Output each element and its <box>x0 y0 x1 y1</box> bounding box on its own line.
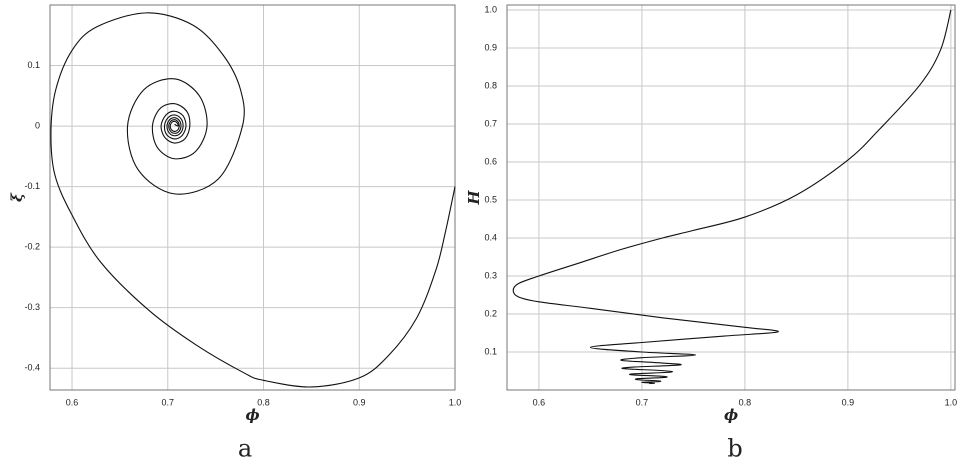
plot-frame <box>506 4 956 391</box>
y-tick-label: 0.2 <box>484 308 497 318</box>
data-line <box>512 9 952 385</box>
y-axis-label: ξ <box>8 192 26 202</box>
x-axis-label: ϕ <box>724 406 738 424</box>
x-tick-label: 0.8 <box>739 397 752 407</box>
x-tick-label: 1.0 <box>449 397 462 407</box>
y-tick-label: 0.1 <box>484 346 497 356</box>
y-tick-label: -0.3 <box>24 302 40 312</box>
x-tick-label: 0.9 <box>842 397 855 407</box>
x-tick-label: 0.6 <box>533 397 546 407</box>
y-tick-label: 1.0 <box>484 4 497 14</box>
y-tick-label: 0.4 <box>484 232 497 242</box>
x-tick-label: 0.7 <box>162 397 175 407</box>
x-tick-label: 0.9 <box>353 397 366 407</box>
x-tick-label: 0.8 <box>257 397 270 407</box>
x-tick-label: 0.7 <box>636 397 649 407</box>
x-tick-label: 0.6 <box>66 397 79 407</box>
y-tick-label: -0.1 <box>24 181 40 191</box>
y-tick-label: 0.7 <box>484 118 497 128</box>
y-tick-label: 0 <box>35 120 40 130</box>
y-tick-label: 0.9 <box>484 42 497 52</box>
y-tick-label: -0.2 <box>24 242 40 252</box>
panel-caption: a <box>238 435 252 460</box>
plot-frame <box>49 4 456 391</box>
x-axis-label: ϕ <box>245 406 259 424</box>
y-tick-label: 0.3 <box>484 270 497 280</box>
y-tick-label: 0.6 <box>484 156 497 166</box>
y-tick-label: -0.4 <box>24 363 40 373</box>
panel-caption: b <box>727 435 742 460</box>
y-tick-label: 0.8 <box>484 80 497 90</box>
y-tick-label: 0.1 <box>27 60 40 70</box>
x-tick-label: 1.0 <box>945 397 958 407</box>
y-axis-label: H <box>465 190 483 206</box>
data-line <box>50 12 456 388</box>
y-tick-label: 0.5 <box>484 194 497 204</box>
